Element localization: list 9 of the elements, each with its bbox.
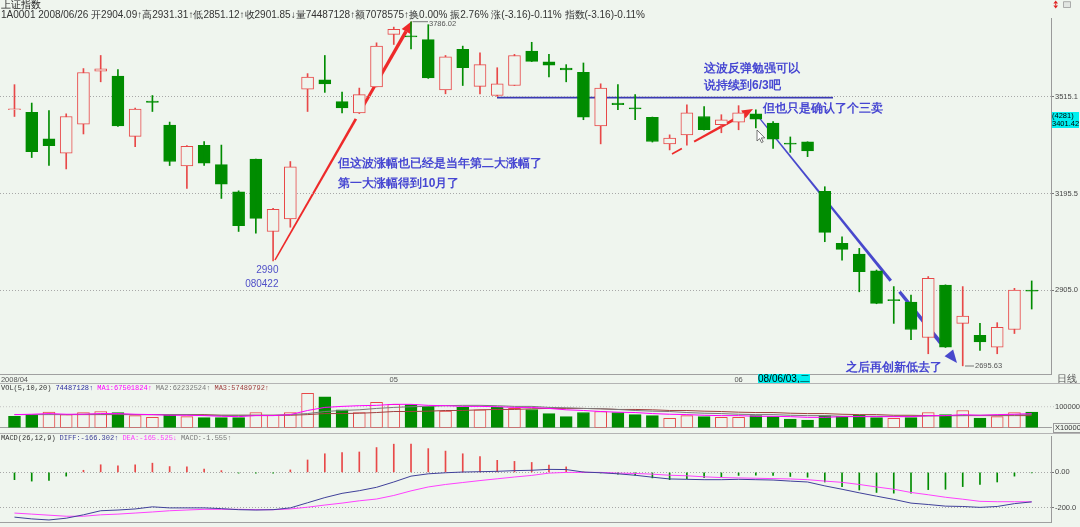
annotation: 08/06/03,二 (758, 373, 810, 384)
text: 日线 (1057, 373, 1077, 384)
annotation: 之后再创新低去了 (846, 360, 942, 374)
chart-title: 上证指数 (1, 0, 41, 10)
annotation: 但这波涨幅也已经是当年第二大涨幅了第一大涨幅得到10月了 (338, 155, 543, 192)
annotation: 但也只是确认了个三卖 (763, 101, 883, 115)
chart-subtitle: 1A0001 2008/06/26 开2904.09↑高2931.31↑低2851.12↑收2901.85↓量74487128↑额7078575↑换0.00% 振2.76% 涨(-3.16)-0.11% 指数(-3.16)-0.11% (1, 9, 645, 20)
annotation: 这波反弹勉强可以说持续到6/3吧 (704, 59, 801, 94)
annotation: 2990 080422 (245, 263, 279, 291)
